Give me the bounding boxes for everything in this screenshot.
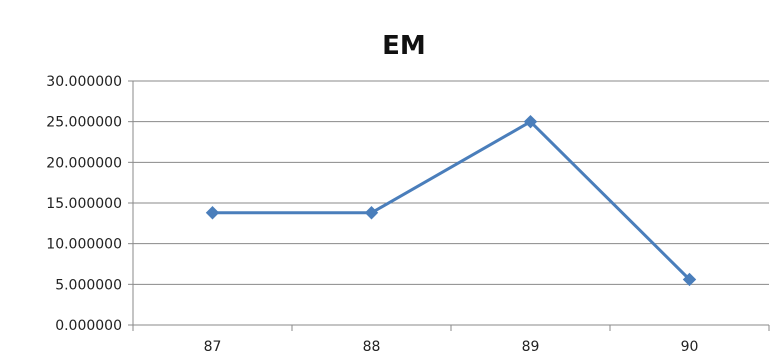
data-point-marker [523, 114, 538, 129]
x-tick-labels: 87 88 89 90 [204, 339, 699, 355]
y-tick-label: 10.000000 [46, 237, 122, 253]
x-tick-label: 88 [363, 339, 381, 355]
axis-layer [128, 80, 770, 331]
y-tick-label: 0.000000 [55, 318, 122, 334]
series-line [212, 120, 691, 281]
data-point-marker [205, 206, 220, 220]
x-tick-label: 87 [204, 339, 222, 355]
y-tick-label: 25.000000 [46, 115, 122, 131]
x-tick-label: 90 [681, 339, 699, 355]
y-tick-label: 15.000000 [46, 196, 122, 212]
data-point-marker [682, 272, 697, 287]
y-tick-label: 30.000000 [46, 74, 122, 90]
chart-title: EM [382, 31, 426, 61]
grid-layer [133, 80, 769, 285]
y-tick-label: 20.000000 [46, 155, 122, 171]
y-tick-label: 5.000000 [55, 277, 122, 293]
y-tick-labels: 0.000000 5.000000 10.000000 15.000000 20.000… [46, 74, 122, 334]
series-layer [205, 114, 697, 287]
x-tick-label: 89 [522, 339, 540, 355]
data-point-marker [364, 206, 379, 220]
